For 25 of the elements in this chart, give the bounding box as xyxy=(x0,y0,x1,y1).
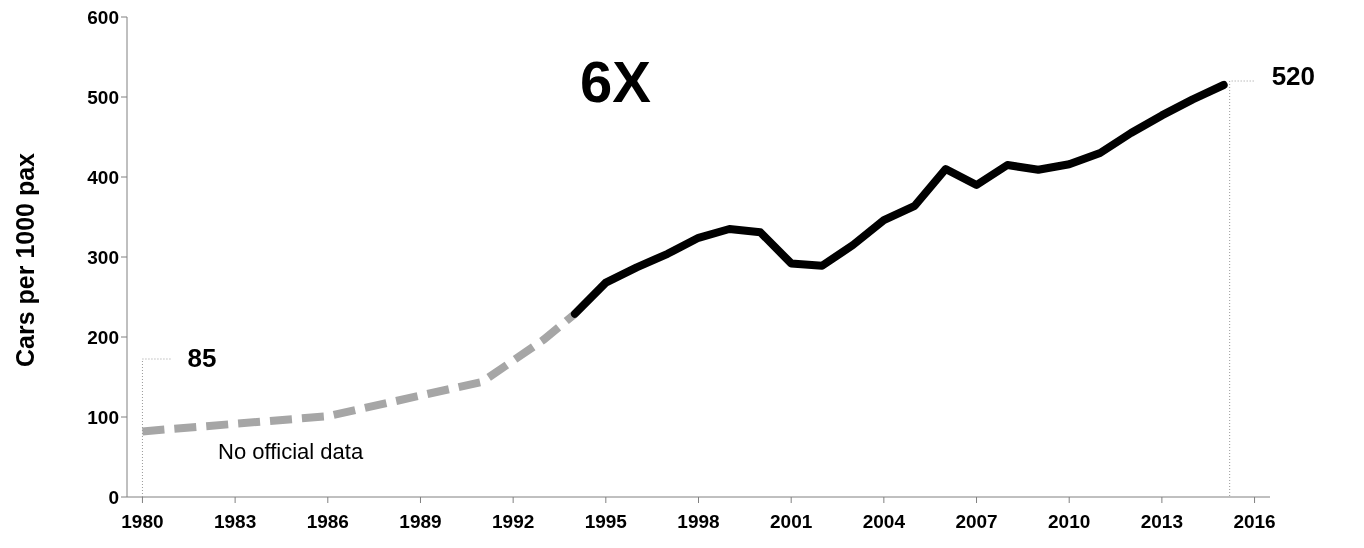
annotation: 85 xyxy=(187,343,217,373)
y-tick-label: 500 xyxy=(87,86,119,108)
x-tick-label: 1980 xyxy=(121,511,164,533)
y-tick-label: 200 xyxy=(87,326,119,348)
x-tick-label: 2004 xyxy=(862,511,906,533)
annotation: 520 xyxy=(1271,61,1316,91)
y-tick-label: 300 xyxy=(87,246,119,268)
x-tick-label: 1986 xyxy=(306,511,349,533)
y-tick-label: 400 xyxy=(87,166,119,188)
annotation: No official data xyxy=(218,439,364,465)
x-tick-label: 1998 xyxy=(677,511,720,533)
x-tick-label: 2001 xyxy=(770,511,813,533)
y-tick-label: 600 xyxy=(87,6,119,28)
annotation: 6X xyxy=(580,49,651,114)
x-tick-label: 2010 xyxy=(1048,511,1091,533)
x-tick-label: 2007 xyxy=(955,511,998,533)
y-tick-label: 0 xyxy=(108,486,119,508)
x-tick-label: 1989 xyxy=(399,511,442,533)
x-tick-label: 2013 xyxy=(1140,511,1184,533)
y-axis-title: Cars per 1000 pax xyxy=(10,152,39,367)
x-tick-label: 1992 xyxy=(492,511,535,533)
x-tick-label: 2016 xyxy=(1233,511,1276,533)
y-tick-label: 100 xyxy=(87,406,119,428)
x-tick-label: 1983 xyxy=(213,511,257,533)
x-tick-label: 1995 xyxy=(584,511,628,533)
